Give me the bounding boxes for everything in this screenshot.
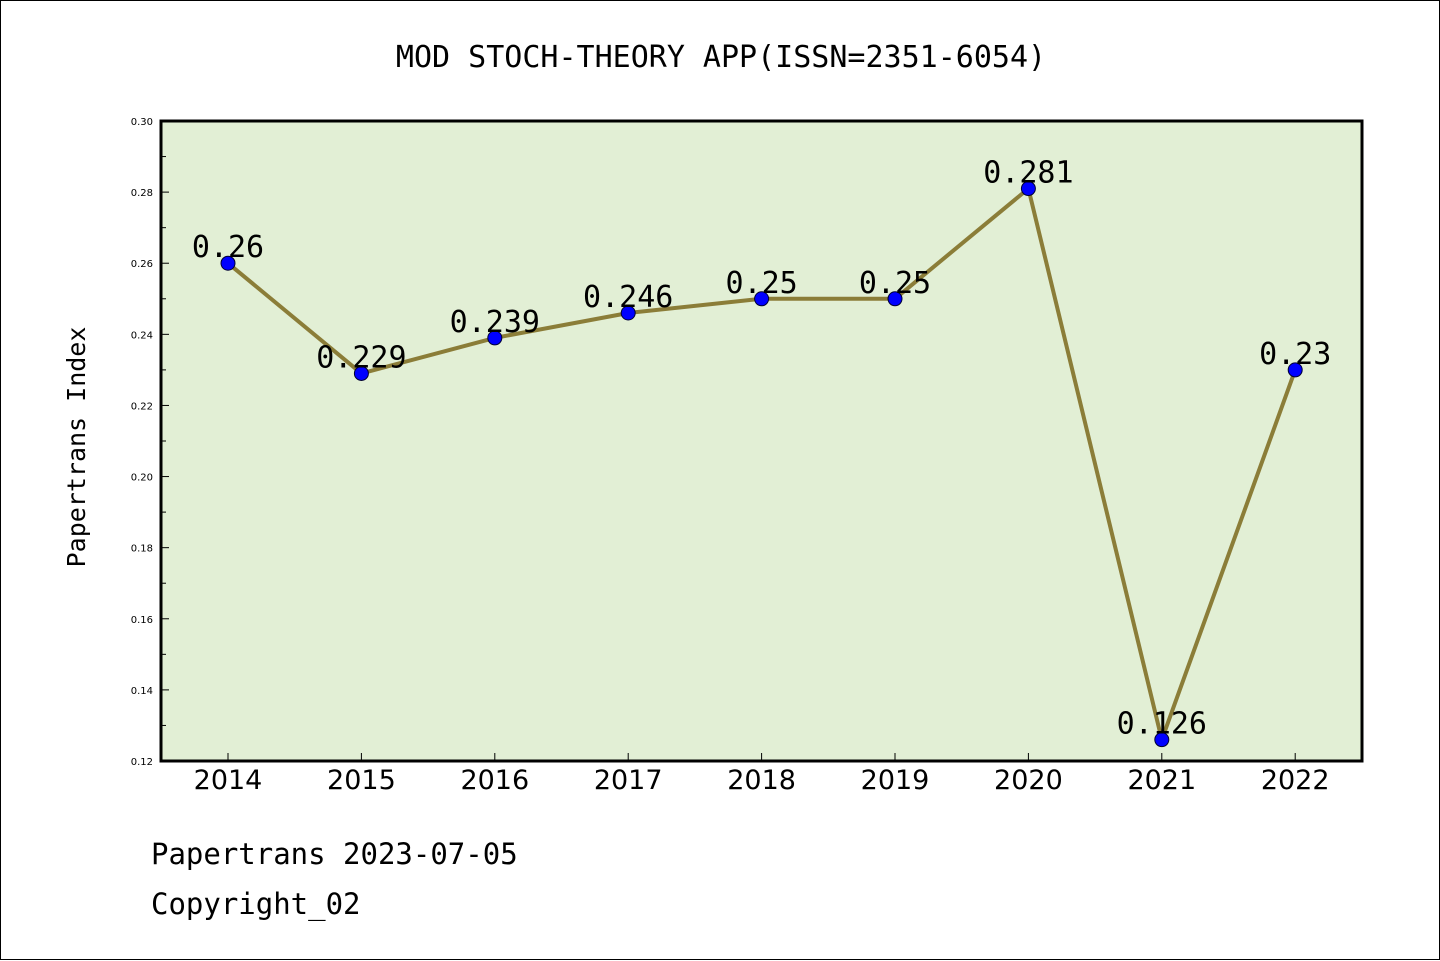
data-label: 0.25 [859, 266, 931, 301]
footer-date-line: Papertrans 2023-07-05 [151, 837, 518, 871]
x-tick-label: 2020 [994, 765, 1063, 796]
x-tick-label: 2019 [861, 765, 930, 796]
data-label: 0.26 [192, 230, 264, 265]
chart-title: MOD STOCH-THEORY APP(ISSN=2351-6054) [396, 40, 1046, 75]
data-label: 0.126 [1117, 707, 1207, 742]
x-tick-label: 2021 [1127, 765, 1196, 796]
y-tick-label: 0.16 [131, 615, 153, 626]
x-tick-label: 2022 [1261, 765, 1330, 796]
x-tick-label: 2014 [194, 765, 263, 796]
x-axis: 2014 2015 2016 2017 2018 2019 2020 2021 2022 [194, 753, 1330, 796]
x-tick-label: 2015 [327, 765, 396, 796]
footer-copyright: Copyright_02 [151, 887, 361, 921]
data-label: 0.229 [316, 340, 406, 375]
x-tick-label: 2018 [727, 765, 796, 796]
data-point [487, 330, 503, 346]
x-tick-label: 2016 [460, 765, 529, 796]
data-label: 0.246 [583, 280, 673, 315]
data-point [1287, 362, 1303, 378]
data-label-group: 0.26 0.229 0.239 0.246 0.25 0.25 0.281 0.126 0.2… [192, 156, 1331, 742]
y-tick-label: 0.26 [131, 259, 153, 270]
plot-border [159, 119, 1364, 763]
y-tick-label: 0.22 [131, 401, 153, 412]
y-tick-label: 0.12 [131, 757, 153, 768]
plot-area [161, 121, 1362, 761]
data-label: 0.25 [725, 266, 797, 301]
y-axis-label: Papertrans Index [62, 327, 91, 568]
marker-group [220, 181, 1303, 748]
x-tick-label: 2017 [594, 765, 663, 796]
data-point [353, 365, 369, 381]
y-tick-label: 0.18 [131, 544, 153, 555]
data-label: 0.239 [450, 305, 540, 340]
data-point [1020, 181, 1036, 197]
data-point [220, 255, 236, 271]
y-tick-label: 0.14 [131, 686, 153, 697]
y-tick-label: 0.20 [131, 473, 153, 484]
y-tick-label: 0.28 [131, 188, 153, 199]
data-label: 0.23 [1259, 337, 1331, 372]
y-tick-label: 0.30 [131, 117, 153, 128]
data-point [887, 291, 903, 307]
y-axis: 0.12 0.14 0.16 0.18 0.20 0.22 0.24 0.26 0.28 0.30 [131, 117, 169, 768]
data-label: 0.281 [983, 156, 1073, 191]
data-point [754, 291, 770, 307]
data-point [620, 305, 636, 321]
y-tick-label: 0.24 [131, 330, 153, 341]
data-point [1154, 732, 1170, 748]
